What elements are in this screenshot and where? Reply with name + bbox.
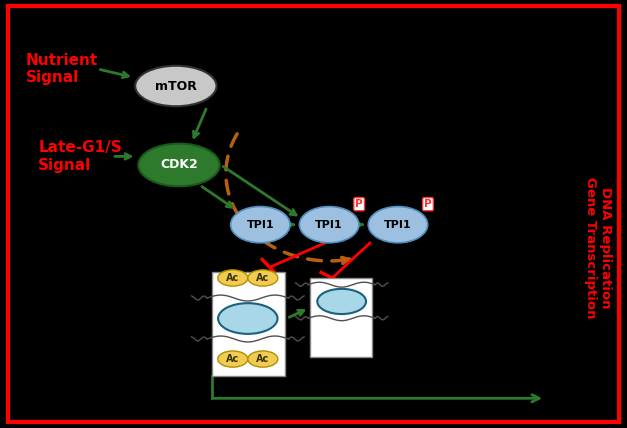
Text: P: P [424, 199, 432, 209]
FancyBboxPatch shape [211, 272, 285, 376]
Text: TPI1: TPI1 [315, 220, 343, 230]
Ellipse shape [300, 207, 359, 243]
Text: TPI1: TPI1 [246, 220, 274, 230]
Ellipse shape [368, 207, 428, 243]
Ellipse shape [317, 289, 366, 314]
FancyBboxPatch shape [310, 278, 372, 357]
Text: Ac: Ac [256, 273, 270, 283]
Ellipse shape [139, 144, 219, 186]
Ellipse shape [218, 303, 278, 334]
Text: P: P [356, 199, 363, 209]
Text: CDK2: CDK2 [160, 158, 198, 172]
Text: mTOR: mTOR [155, 80, 197, 92]
Text: Late-G1/S
Signal: Late-G1/S Signal [38, 140, 122, 172]
Ellipse shape [248, 351, 278, 367]
Text: Ac: Ac [226, 354, 240, 364]
Text: Ac: Ac [226, 273, 240, 283]
Text: DNA Replication
Gene Transcription: DNA Replication Gene Transcription [584, 177, 612, 319]
Ellipse shape [231, 207, 290, 243]
Text: Nutrient
Signal: Nutrient Signal [26, 53, 98, 85]
Ellipse shape [248, 270, 278, 286]
Ellipse shape [218, 351, 248, 367]
Text: Ac: Ac [256, 354, 270, 364]
Ellipse shape [218, 270, 248, 286]
Text: TPI1: TPI1 [384, 220, 412, 230]
Ellipse shape [135, 66, 216, 106]
